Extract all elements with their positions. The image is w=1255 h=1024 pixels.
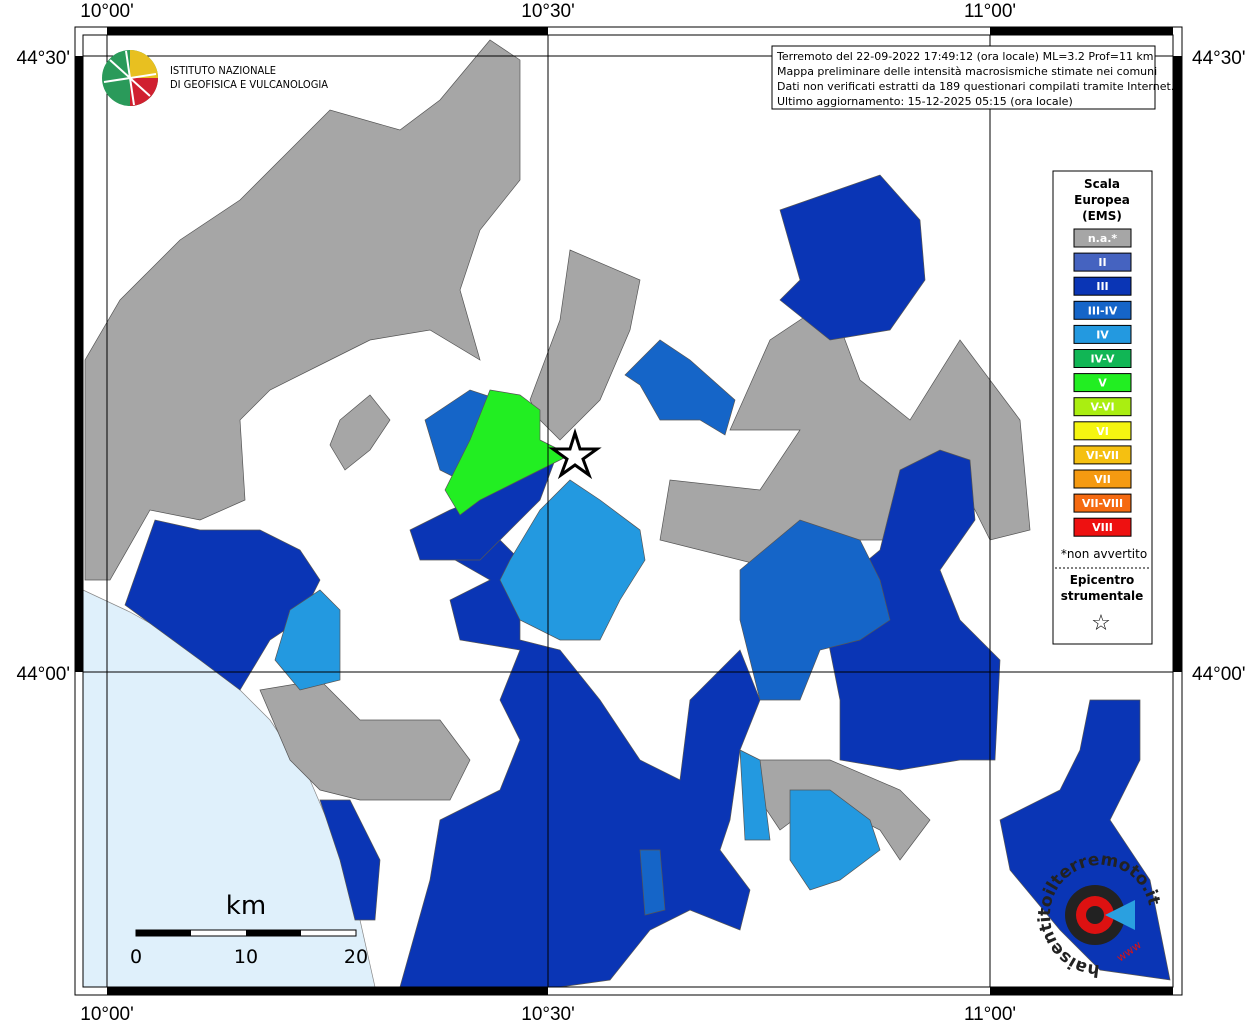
legend: ScalaEuropea(EMS)n.a.*IIIIIIII-IVIVIV-VV…: [1055, 177, 1150, 636]
legend-title: Scala: [1084, 177, 1120, 191]
region: [529, 249, 641, 441]
latitude-label: 44°30': [1192, 48, 1246, 69]
legend-label: III: [1096, 280, 1108, 293]
longitude-label: 10°30': [521, 1, 575, 22]
region: [624, 339, 736, 436]
longitude-label: 10°30': [521, 1004, 575, 1024]
info-line: Ultimo aggiornamento: 15-12-2025 05:15 (…: [777, 95, 1073, 108]
info-box: [771, 45, 1156, 110]
legend-title: (EMS): [1082, 209, 1122, 223]
legend-swatch: [1073, 493, 1132, 513]
legend-label: IV-V: [1090, 353, 1115, 366]
region: [819, 449, 1001, 771]
legend-note: *non avvertito: [1061, 547, 1147, 561]
longitude-label: 11°00': [964, 1, 1016, 22]
frame: [74, 26, 1183, 996]
legend-title: Europea: [1074, 193, 1130, 207]
logo-text: ISTITUTO NAZIONALE: [170, 64, 276, 77]
legend-star: ☆: [1091, 611, 1111, 636]
frame-bar: [107, 27, 548, 35]
scale-bar-segment: [136, 930, 191, 936]
region: [329, 394, 391, 471]
legend-label: VIII: [1092, 521, 1113, 534]
legend-swatch: [1073, 469, 1132, 489]
scale-unit: km: [226, 891, 266, 921]
latitude-label: 44°00': [17, 664, 71, 685]
legend-label: n.a.*: [1088, 232, 1118, 245]
legend-swatch: [1073, 276, 1132, 296]
region: [274, 589, 341, 691]
scale-bar: km 0 10 20: [130, 891, 368, 968]
legend-epicenter: strumentale: [1061, 589, 1144, 603]
legend-label: VI: [1096, 425, 1109, 438]
region: [779, 174, 926, 341]
scale-label: 20: [344, 946, 368, 968]
legend-label: II: [1098, 256, 1106, 269]
logo-lines: [103, 50, 157, 106]
scale-bar-segment: [246, 930, 301, 936]
frame-bar: [1173, 56, 1182, 672]
epicenter: [548, 427, 602, 480]
legend-swatch: [1073, 421, 1132, 441]
latitude-label: 44°30': [17, 48, 71, 69]
frame-bar: [990, 27, 1173, 35]
info-line: Mappa preliminare delle intensità macros…: [777, 65, 1157, 78]
info-text: Terremoto del 22-09-2022 17:49:12 (ora l…: [776, 50, 1174, 108]
frame-bar: [990, 987, 1173, 995]
logo: ISTITUTO NAZIONALE DI GEOFISICA E VULCAN…: [102, 50, 328, 106]
watermark-beam: [1105, 900, 1135, 930]
legend-label: VII: [1094, 473, 1111, 486]
legend-label: VII-VIII: [1082, 497, 1123, 510]
legend-swatch: [1073, 228, 1132, 248]
info-line: Dati non verificati estratti da 189 ques…: [777, 80, 1174, 93]
region: [739, 519, 891, 701]
legend-swatch: [1073, 517, 1132, 537]
longitude-label: 10°00': [80, 1004, 134, 1024]
region: [639, 849, 666, 916]
legend-swatch: [1073, 397, 1132, 417]
region: [124, 519, 321, 691]
logo-text: DI GEOFISICA E VULCANOLOGIA: [170, 78, 328, 91]
legend-swatch: [1073, 445, 1132, 465]
legend-swatch: [1073, 252, 1132, 272]
region: [84, 39, 521, 581]
legend-swatch: [1073, 373, 1132, 393]
region: [259, 679, 471, 801]
frame-bar: [107, 987, 548, 995]
legend-label: V: [1098, 377, 1107, 390]
legend-swatch: [1073, 300, 1132, 320]
region: [399, 519, 761, 988]
logo-part: [130, 50, 158, 78]
legend-swatch: [1073, 324, 1132, 344]
region: [739, 749, 771, 841]
longitude-label: 10°00': [80, 1, 134, 22]
info-line: Terremoto del 22-09-2022 17:49:12 (ora l…: [776, 50, 1154, 63]
region: [319, 799, 381, 921]
legend-label: VI-VII: [1086, 449, 1119, 462]
longitude-label: 11°00': [964, 1004, 1016, 1024]
scale-label: 10: [234, 946, 258, 968]
watermark-target: [1086, 906, 1104, 924]
legend-swatch: [1073, 349, 1132, 368]
region: [444, 389, 571, 516]
frame-bar: [75, 56, 83, 672]
region: [789, 789, 881, 891]
legend-label: IV: [1096, 328, 1109, 341]
municipalities: [82, 39, 1171, 988]
scale-label: 0: [130, 946, 142, 968]
legend-label: III-IV: [1088, 304, 1118, 317]
legend-epicenter: Epicentro: [1070, 573, 1135, 587]
legend-label: V-VI: [1090, 401, 1114, 414]
latitude-label: 44°00': [1192, 664, 1246, 685]
region: [499, 479, 646, 641]
